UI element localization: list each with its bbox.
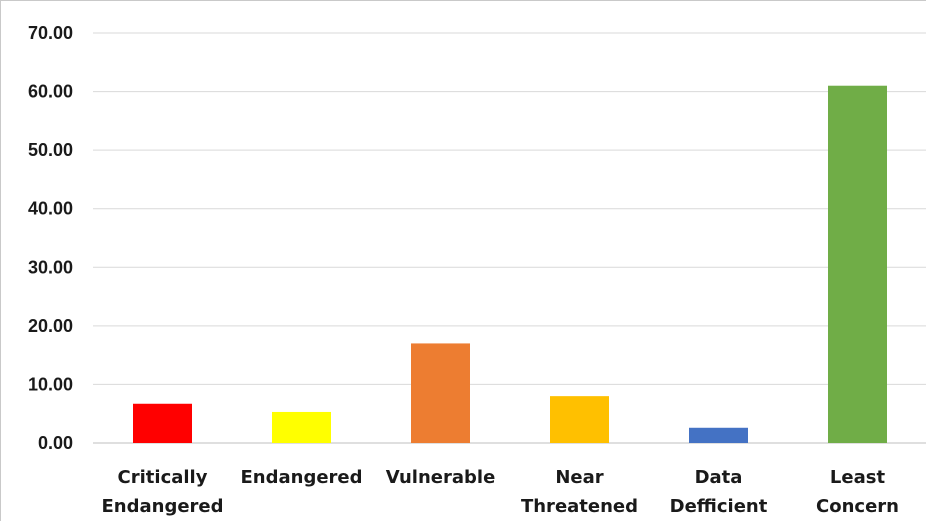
x-category-label-line: Near (555, 467, 603, 488)
y-tick-label: 60.00 (28, 82, 73, 102)
x-category-label: Near Threatened (521, 467, 638, 517)
x-category-label-line: Data (695, 467, 743, 488)
x-category-label: Endangered (240, 467, 362, 488)
x-category-label: Least Concern (816, 467, 899, 517)
y-tick-label: 40.00 (28, 199, 73, 219)
x-category-label-line: Critically (118, 467, 208, 488)
bar (272, 411, 331, 443)
bars (133, 85, 887, 443)
y-axis-ticks: 0.00 10.00 20.00 30.00 40.00 50.00 60.00 70.00 (28, 23, 73, 453)
y-tick-label: 20.00 (28, 316, 73, 336)
x-category-label: Data Defficient (670, 467, 768, 517)
x-category-label-line: Least (830, 467, 886, 488)
bar (828, 85, 887, 443)
y-tick-label: 50.00 (28, 140, 73, 160)
x-category-label: Critically Endangered (101, 467, 223, 517)
x-category-label-line: Vulnerable (386, 467, 496, 488)
x-category-label-line: Endangered (101, 496, 223, 517)
y-tick-label: 10.00 (28, 374, 73, 394)
x-category-label: Vulnerable (386, 467, 496, 488)
bar (550, 396, 609, 443)
y-tick-label: 30.00 (28, 257, 73, 277)
y-tick-label: 70.00 (28, 23, 73, 43)
x-category-label-line: Threatened (521, 496, 638, 517)
x-axis-labels: Critically Endangered Endangered Vulnerable… (101, 467, 899, 517)
bar (411, 343, 470, 443)
x-category-label-line: Defficient (670, 496, 768, 517)
y-tick-label: 0.00 (38, 433, 73, 453)
bar (689, 427, 748, 443)
bar (133, 403, 192, 443)
gridlines (93, 32, 926, 444)
x-category-label-line: Concern (816, 496, 899, 517)
x-category-label-line: Endangered (240, 467, 362, 488)
